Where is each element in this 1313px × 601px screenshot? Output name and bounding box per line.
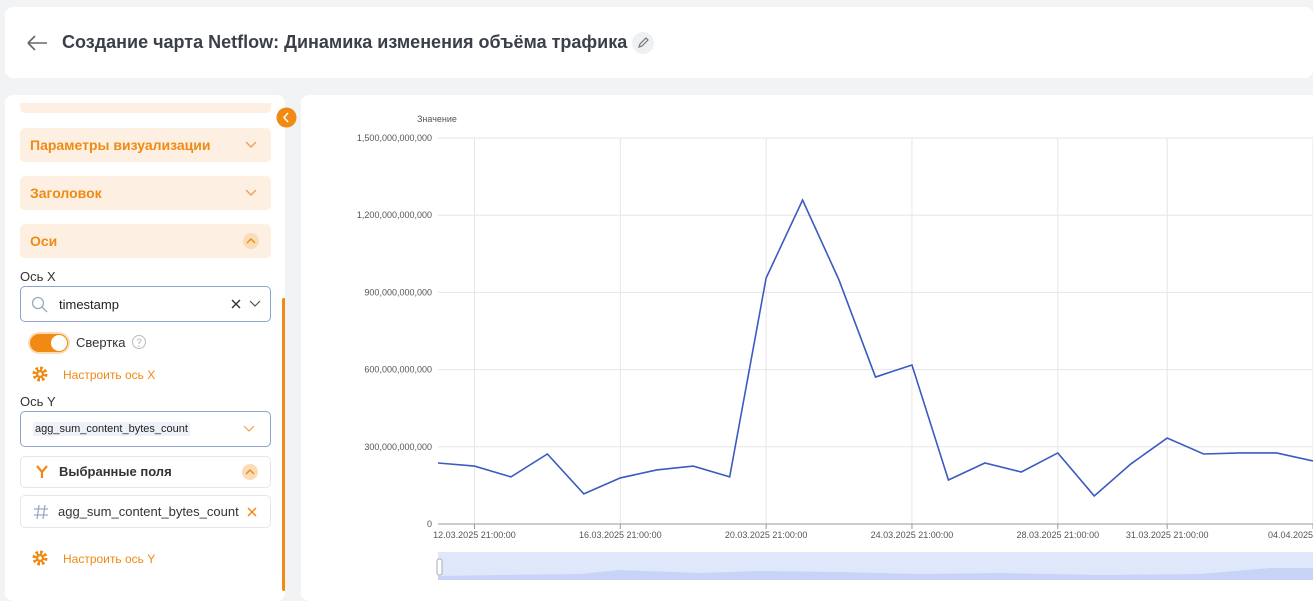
- section-header[interactable]: Оси: [20, 224, 271, 258]
- header: Создание чарта Netflow: Динамика изменен…: [5, 7, 1313, 78]
- plot-area: Значение 0 300,000,000,000 600,000,000,000…: [357, 114, 1313, 580]
- gear-icon: [32, 550, 48, 566]
- chart: Значение 0 300,000,000,000 600,000,000,000…: [357, 114, 1313, 580]
- section-title: Параметры визуализации: [30, 137, 211, 153]
- y-axis-label: Значение: [417, 114, 457, 124]
- chevron: [249, 300, 261, 307]
- toggle-label: Свертка: [76, 335, 126, 350]
- navigator-handle[interactable]: [436, 558, 443, 576]
- remove-icon[interactable]: [247, 507, 257, 517]
- configure-x-link[interactable]: Настроить ось X: [63, 368, 156, 382]
- chevron: [245, 189, 257, 196]
- selected-fields-title: Выбранные поля: [59, 464, 172, 479]
- field-label: Ось Y: [20, 394, 56, 409]
- section-title: Заголовок: [30, 185, 102, 201]
- section-edge: [20, 103, 271, 113]
- chart-card: Значение 0 300,000,000,000 600,000,000,000…: [301, 95, 1313, 601]
- section-header[interactable]: Заголовок: [20, 176, 271, 210]
- toggle[interactable]: [27, 331, 71, 355]
- x-tick-label: 20.03.2025 21:00:00: [725, 530, 808, 540]
- help-icon[interactable]: [131, 334, 147, 350]
- x-tick-label: 12.03.2025 21:00:00: [433, 530, 516, 540]
- y-tick-label: 1,500,000,000,000: [357, 133, 432, 143]
- y-tick-label: 900,000,000,000: [364, 287, 432, 297]
- selected-field-name: agg_sum_content_bytes_count: [58, 504, 239, 519]
- x-tick-label: 04.04.2025: [1268, 530, 1313, 540]
- chevron-up: [243, 233, 259, 249]
- select-value: agg_sum_content_bytes_count: [33, 422, 190, 436]
- y-field-select[interactable]: agg_sum_content_bytes_count: [20, 411, 271, 447]
- scrollbar[interactable]: [282, 298, 285, 591]
- y-icon: [36, 465, 48, 478]
- x-tick-label: 28.03.2025 21:00:00: [1017, 530, 1100, 540]
- select-value: timestamp: [59, 297, 119, 312]
- chevron-up: [242, 464, 258, 480]
- gear-icon: [32, 366, 48, 382]
- y-tick-label: 600,000,000,000: [364, 365, 432, 375]
- number-icon: [34, 504, 48, 520]
- section-header[interactable]: Параметры визуализации: [20, 128, 271, 162]
- configure-y-link[interactable]: Настроить ось Y: [63, 552, 156, 566]
- clear-icon[interactable]: [231, 299, 241, 309]
- back-button[interactable]: [25, 33, 49, 53]
- selected-field: agg_sum_content_bytes_count: [20, 495, 271, 528]
- page-title: Создание чарта Netflow: Динамика изменен…: [62, 32, 628, 52]
- x-tick-label: 16.03.2025 21:00:00: [579, 530, 662, 540]
- y-tick-label: 300,000,000,000: [364, 442, 432, 452]
- x-tick-label: 31.03.2025 21:00:00: [1126, 530, 1209, 540]
- collapse-button[interactable]: [276, 107, 297, 128]
- search-icon: [31, 296, 48, 313]
- chevron: [245, 141, 257, 148]
- chevron: [243, 425, 255, 432]
- x-field-select[interactable]: timestamp: [20, 286, 271, 322]
- section-title: Оси: [30, 233, 58, 249]
- x-tick-label: 24.03.2025 21:00:00: [871, 530, 954, 540]
- edit-title[interactable]: [631, 31, 655, 55]
- field-label: Ось X: [20, 269, 56, 284]
- sidebar: Параметры визуализации Заголовок Оси Ось…: [5, 95, 285, 601]
- selected-fields-header[interactable]: Выбранные поля: [20, 456, 271, 488]
- data-line: [437, 198, 1313, 498]
- y-tick-label: 0: [427, 519, 432, 529]
- y-tick-label: 1,200,000,000,000: [357, 210, 432, 220]
- navigator-preview: [438, 568, 1313, 580]
